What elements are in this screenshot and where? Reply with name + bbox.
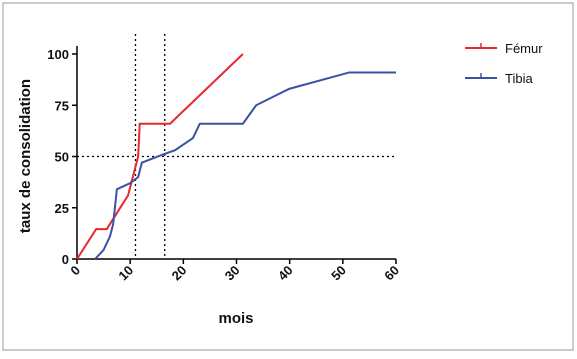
y-tick-label: 0	[62, 252, 69, 267]
legend-label: Tibia	[505, 71, 533, 86]
y-tick-label: 50	[55, 150, 69, 165]
series-line	[76, 53, 244, 260]
x-axis-label: mois	[218, 310, 253, 327]
y-tick-label: 25	[55, 201, 69, 216]
frame	[2, 2, 574, 351]
legend-label: Fémur	[505, 41, 543, 56]
series-line	[94, 71, 396, 260]
y-tick-label: 100	[47, 47, 69, 62]
y-axis-label: taux de consolidation	[17, 79, 34, 233]
y-tick-label: 75	[55, 98, 69, 113]
